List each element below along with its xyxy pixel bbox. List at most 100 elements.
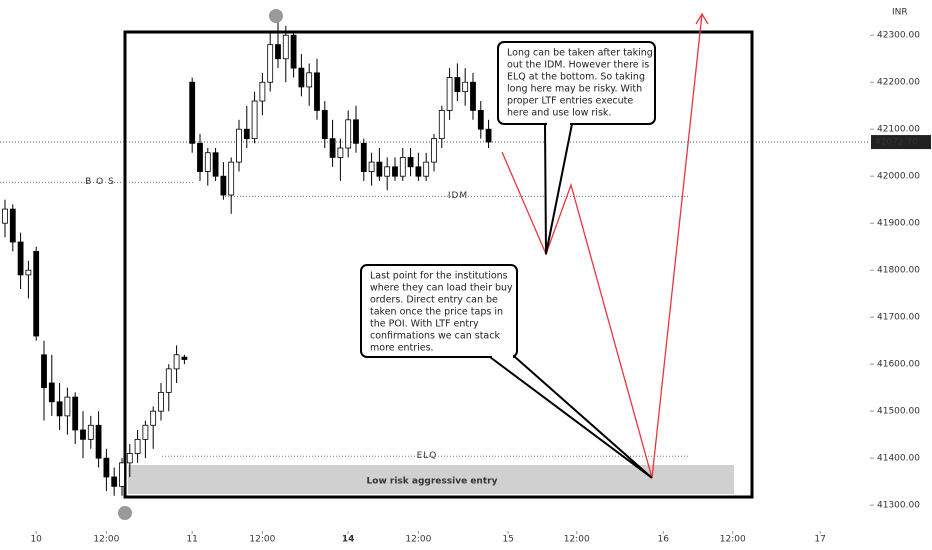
candle-body: [368, 161, 375, 172]
candle-body: [48, 382, 55, 403]
candle-body: [134, 438, 141, 454]
candle-body: [126, 453, 133, 464]
candle-body: [228, 161, 235, 196]
candle-body: [446, 77, 453, 111]
y-tick-label: 41400.00: [877, 454, 920, 464]
candle-body: [2, 208, 8, 224]
candle-body: [275, 44, 281, 60]
x-tick-label: 12:00: [720, 535, 746, 545]
candle-body: [306, 72, 313, 88]
callout-box: [360, 264, 518, 358]
y-tick-label: 42300.00: [877, 31, 920, 41]
candle-body: [212, 152, 219, 177]
candle-body: [298, 67, 305, 88]
candle-body: [25, 269, 32, 276]
callout-text: out the IDM. However there is: [507, 60, 649, 71]
callout-text: taken once the price taps in: [370, 307, 503, 318]
candle-body: [321, 110, 328, 140]
candle-body: [431, 138, 437, 163]
zone-label: Low risk aggressive entry: [367, 477, 498, 487]
candle-body: [142, 424, 149, 440]
candle-body: [165, 368, 172, 393]
callout-text: long here may be risky. With: [507, 84, 642, 95]
y-tick-label: 42200.00: [877, 78, 920, 88]
candle-body: [87, 424, 94, 440]
y-tick-label: 41600.00: [877, 360, 920, 370]
candle-body: [103, 457, 110, 478]
x-tick-label: 11: [186, 535, 197, 545]
callout-text: confirmations we can stack: [370, 331, 500, 342]
candle-body: [384, 166, 391, 177]
candle-body: [259, 81, 266, 102]
callout-text: more entries.: [370, 343, 434, 354]
candle-body: [80, 429, 86, 440]
candle-body: [470, 81, 476, 111]
candle-body: [360, 142, 367, 172]
y-tick-label: 41800.00: [877, 266, 920, 276]
candle-body: [454, 77, 461, 93]
x-tick-label: 16: [658, 535, 670, 545]
callout-text: proper LTF entries execute: [507, 96, 633, 107]
candle-body: [41, 354, 47, 389]
callout-text: Long can be taken after taking: [507, 48, 653, 59]
y-tick-label: 41300.00: [877, 501, 920, 511]
candle-body: [329, 138, 336, 158]
candle-body: [197, 142, 203, 172]
candle-body: [353, 119, 359, 144]
x-tick-label: 15: [502, 535, 513, 545]
callout-pointer: [486, 356, 653, 479]
candle-body: [17, 241, 24, 276]
y-tick-label: 41700.00: [877, 313, 920, 323]
candle-body: [56, 401, 63, 417]
x-tick-label: 17: [814, 535, 825, 545]
candle-body: [173, 354, 180, 370]
candle-body: [267, 44, 274, 83]
candle-body: [236, 128, 242, 163]
y-tick-label: 41900.00: [877, 219, 920, 229]
candle-body: [189, 81, 196, 144]
callout-text: orders. Direct entry can be: [370, 295, 498, 306]
candle-body: [438, 110, 445, 140]
candle-body: [119, 462, 125, 487]
projection-path: [501, 13, 703, 479]
currency: INR: [892, 8, 908, 18]
candle-body: [158, 391, 164, 412]
level-label: B O S: [85, 177, 115, 187]
candle-body: [423, 161, 430, 177]
candle-body: [399, 157, 406, 177]
callout-text: Last point for the institutions: [370, 271, 508, 282]
marker: [269, 9, 283, 23]
candle-body: [407, 157, 414, 168]
candle-body: [282, 34, 289, 60]
y-tick-label: 42100.00: [877, 125, 920, 135]
entry-zone: [128, 465, 734, 494]
candle-body: [392, 166, 398, 177]
candle-body: [111, 476, 118, 487]
x-tick-label: 12:00: [405, 535, 431, 545]
arrow-head: [695, 12, 709, 25]
candle-body: [9, 208, 16, 243]
candle-body: [376, 161, 383, 177]
candle-body: [72, 396, 79, 431]
candle-body: [314, 72, 320, 111]
candle-body: [95, 424, 102, 459]
candle-body: [477, 110, 484, 130]
x-tick-label: 14: [342, 535, 355, 545]
pointer-join: [547, 122, 570, 125]
callout-text: the POI. With LTF entry: [370, 319, 479, 330]
price-tag: [871, 135, 931, 150]
candle-body: [64, 396, 71, 417]
candle-body: [462, 81, 469, 93]
x-tick-label: 12:00: [93, 535, 119, 545]
candle-body: [345, 119, 352, 149]
level-label: ELQ: [417, 451, 438, 461]
callout-text: here and use low risk.: [507, 108, 611, 119]
candle-body: [251, 100, 258, 140]
y-tick-label: 42000.00: [877, 172, 920, 182]
x-tick-label: 10: [30, 535, 42, 545]
callout-text: where they can load their buy: [370, 283, 513, 294]
candle-body: [337, 147, 344, 158]
candle-body: [33, 251, 40, 337]
marker: [118, 506, 132, 520]
